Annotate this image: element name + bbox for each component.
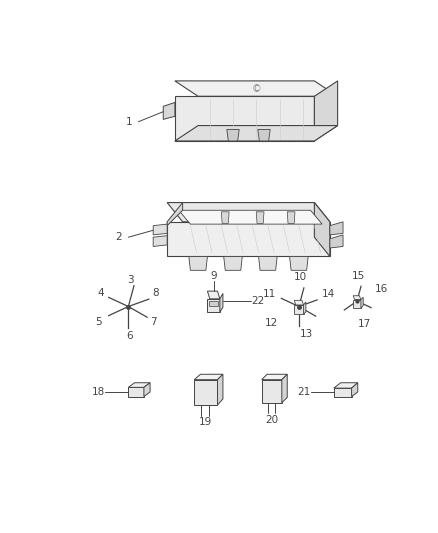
Polygon shape: [128, 387, 144, 397]
Polygon shape: [334, 383, 358, 388]
Polygon shape: [352, 383, 358, 397]
Text: 15: 15: [352, 271, 365, 281]
Polygon shape: [175, 81, 338, 96]
Text: 20: 20: [265, 415, 278, 425]
Text: 16: 16: [375, 284, 389, 294]
Polygon shape: [208, 291, 220, 299]
Polygon shape: [258, 256, 277, 270]
Text: 3: 3: [127, 274, 134, 285]
Text: 19: 19: [199, 417, 212, 427]
Polygon shape: [175, 96, 314, 141]
Polygon shape: [258, 130, 270, 141]
Polygon shape: [163, 102, 175, 119]
Polygon shape: [261, 374, 287, 379]
Polygon shape: [361, 297, 363, 308]
Text: 6: 6: [127, 331, 133, 341]
Polygon shape: [179, 210, 322, 224]
Polygon shape: [224, 256, 242, 270]
Polygon shape: [167, 222, 330, 256]
Polygon shape: [209, 301, 218, 306]
Polygon shape: [330, 235, 343, 248]
Polygon shape: [290, 256, 308, 270]
Text: 8: 8: [152, 288, 159, 297]
Polygon shape: [167, 203, 183, 225]
Text: 18: 18: [92, 387, 106, 397]
Polygon shape: [294, 305, 304, 314]
Text: ©: ©: [251, 84, 261, 94]
Text: 2: 2: [116, 232, 122, 242]
Polygon shape: [287, 212, 295, 223]
Polygon shape: [294, 301, 304, 305]
Text: 12: 12: [265, 318, 279, 328]
Polygon shape: [194, 379, 218, 405]
Polygon shape: [282, 374, 287, 403]
Polygon shape: [175, 126, 338, 141]
Polygon shape: [218, 374, 223, 405]
Text: 9: 9: [210, 271, 217, 281]
Polygon shape: [261, 379, 282, 403]
Polygon shape: [256, 212, 264, 223]
Text: 21: 21: [298, 387, 311, 397]
Polygon shape: [330, 222, 343, 235]
Polygon shape: [304, 302, 306, 314]
Text: 7: 7: [150, 317, 156, 327]
Polygon shape: [314, 203, 330, 256]
Polygon shape: [314, 81, 338, 141]
Text: 4: 4: [98, 288, 105, 297]
Polygon shape: [353, 296, 361, 300]
Polygon shape: [221, 212, 229, 223]
Polygon shape: [167, 203, 330, 222]
Text: 11: 11: [263, 289, 276, 299]
Text: 1: 1: [126, 117, 132, 127]
Polygon shape: [353, 300, 361, 308]
Polygon shape: [144, 383, 150, 397]
Text: 17: 17: [358, 319, 371, 329]
Polygon shape: [334, 388, 352, 397]
Polygon shape: [128, 383, 150, 387]
Text: 13: 13: [300, 329, 313, 339]
Text: 14: 14: [321, 289, 335, 299]
Polygon shape: [208, 299, 220, 312]
Polygon shape: [153, 224, 167, 235]
Text: 10: 10: [294, 272, 307, 282]
Polygon shape: [227, 130, 239, 141]
Polygon shape: [189, 256, 208, 270]
Polygon shape: [220, 294, 223, 312]
Polygon shape: [194, 374, 223, 379]
Polygon shape: [153, 236, 167, 246]
Text: 22: 22: [251, 296, 265, 306]
Text: 5: 5: [95, 317, 102, 327]
